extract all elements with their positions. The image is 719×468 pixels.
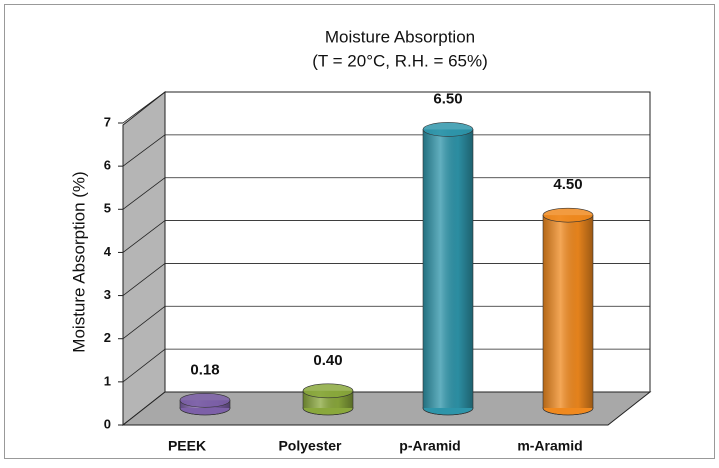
cylinder (179, 392, 231, 416)
value-label: 4.50 (553, 176, 582, 193)
x-tick-label: Polyester (278, 438, 342, 454)
value-label: 6.50 (433, 90, 462, 107)
grid-line (122, 220, 166, 253)
grid-line (122, 91, 166, 124)
cylinder (422, 122, 474, 416)
cylinder-top (422, 122, 474, 137)
y-tick-label: 7 (104, 114, 111, 129)
grid-line (122, 305, 166, 340)
y-tick-label: 3 (104, 287, 111, 302)
grid-line (122, 134, 166, 167)
y-tick-label: 6 (104, 158, 111, 173)
x-tick-label: p-Aramid (399, 438, 460, 454)
y-tick-label: 4 (104, 244, 112, 259)
cylinder-outline (422, 129, 474, 416)
y-tick-label: 2 (104, 330, 111, 345)
x-tick-label: m-Aramid (517, 438, 582, 454)
value-label: 0.40 (313, 352, 342, 369)
grid-line (122, 177, 166, 210)
cylinder-shade (423, 129, 473, 408)
chart-subtitle: (T = 20°C, R.H. = 65%) (312, 51, 488, 70)
y-tick-label: 5 (104, 201, 111, 216)
cylinder-outline (302, 390, 354, 416)
cylinder (302, 383, 354, 416)
cylinder-outline (542, 215, 594, 416)
y-tick-label: 0 (104, 416, 111, 431)
cylinder-top (542, 207, 594, 223)
cylinder-shade (543, 215, 593, 408)
x-tick-label: PEEK (168, 438, 206, 454)
cylinder (542, 207, 594, 416)
cylinder-top (302, 383, 354, 399)
grid-line (122, 348, 166, 383)
cylinder-outline (179, 400, 231, 416)
cylinder-top (179, 392, 231, 408)
floor (121, 391, 652, 426)
grid-line (122, 263, 166, 296)
y-tick-label: 1 (104, 373, 111, 388)
chart-title: Moisture Absorption (325, 27, 475, 46)
left-wall (122, 90, 166, 427)
y-axis-label: Moisture Absorption (%) (69, 171, 88, 352)
value-label: 0.18 (190, 361, 219, 378)
